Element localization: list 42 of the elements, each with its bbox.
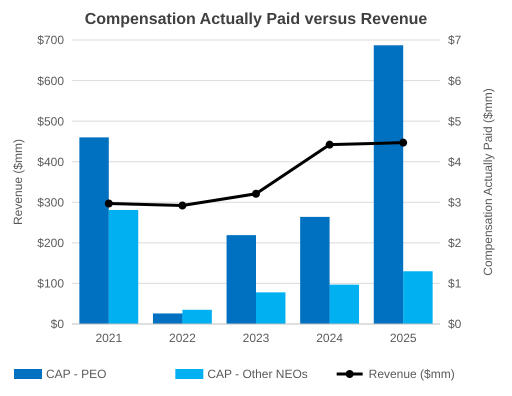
y2-tick-label: $6 (448, 74, 462, 88)
y-axis-title: Revenue ($mm) (11, 138, 25, 226)
bar (403, 271, 433, 324)
point (399, 138, 408, 147)
y2-tick-label: $0 (448, 317, 462, 332)
bar (79, 137, 109, 324)
point (252, 190, 260, 198)
y-tick-label: $100 (37, 276, 64, 291)
y-tick-label: $0 (50, 317, 64, 332)
legend-label: CAP - Other NEOs (207, 367, 308, 382)
y-tick-label: $500 (37, 114, 64, 128)
point (326, 140, 334, 149)
y-tick-label: $400 (37, 154, 64, 169)
bar (300, 216, 330, 324)
x-tick-label: 2024 (316, 331, 344, 345)
chart-title: Compensation Actually Paid versus Revenue (84, 11, 428, 28)
bar (152, 313, 182, 324)
bar (374, 45, 404, 324)
legend-label: CAP - PEO (46, 367, 106, 382)
y2-axis-title: Compensation Actually Paid ($mm) (481, 88, 495, 276)
y2-tick-label: $5 (448, 114, 462, 128)
bar (108, 210, 138, 324)
x-tick-label: 2023 (242, 331, 270, 345)
x-tick-label: 2022 (169, 331, 196, 345)
point (178, 202, 186, 210)
y2-tick-label: $4 (448, 154, 462, 169)
y2-tick-label: $1 (448, 276, 462, 291)
x-tick-label: 2021 (95, 331, 122, 345)
bar (182, 310, 212, 324)
bar (226, 235, 256, 324)
y2-tick-label: $7 (448, 33, 462, 48)
y2-tick-label: $2 (448, 236, 462, 250)
y-tick-label: $300 (37, 195, 64, 210)
bar (256, 292, 286, 324)
legend-label: Revenue ($mm) (368, 367, 455, 382)
y-tick-label: $200 (37, 236, 64, 250)
y-tick-label: $600 (37, 74, 64, 88)
x-tick-label: 2025 (390, 331, 417, 345)
y-tick-label: $700 (37, 33, 64, 48)
bar (330, 284, 360, 324)
y2-tick-label: $3 (448, 195, 462, 210)
point (104, 200, 113, 208)
